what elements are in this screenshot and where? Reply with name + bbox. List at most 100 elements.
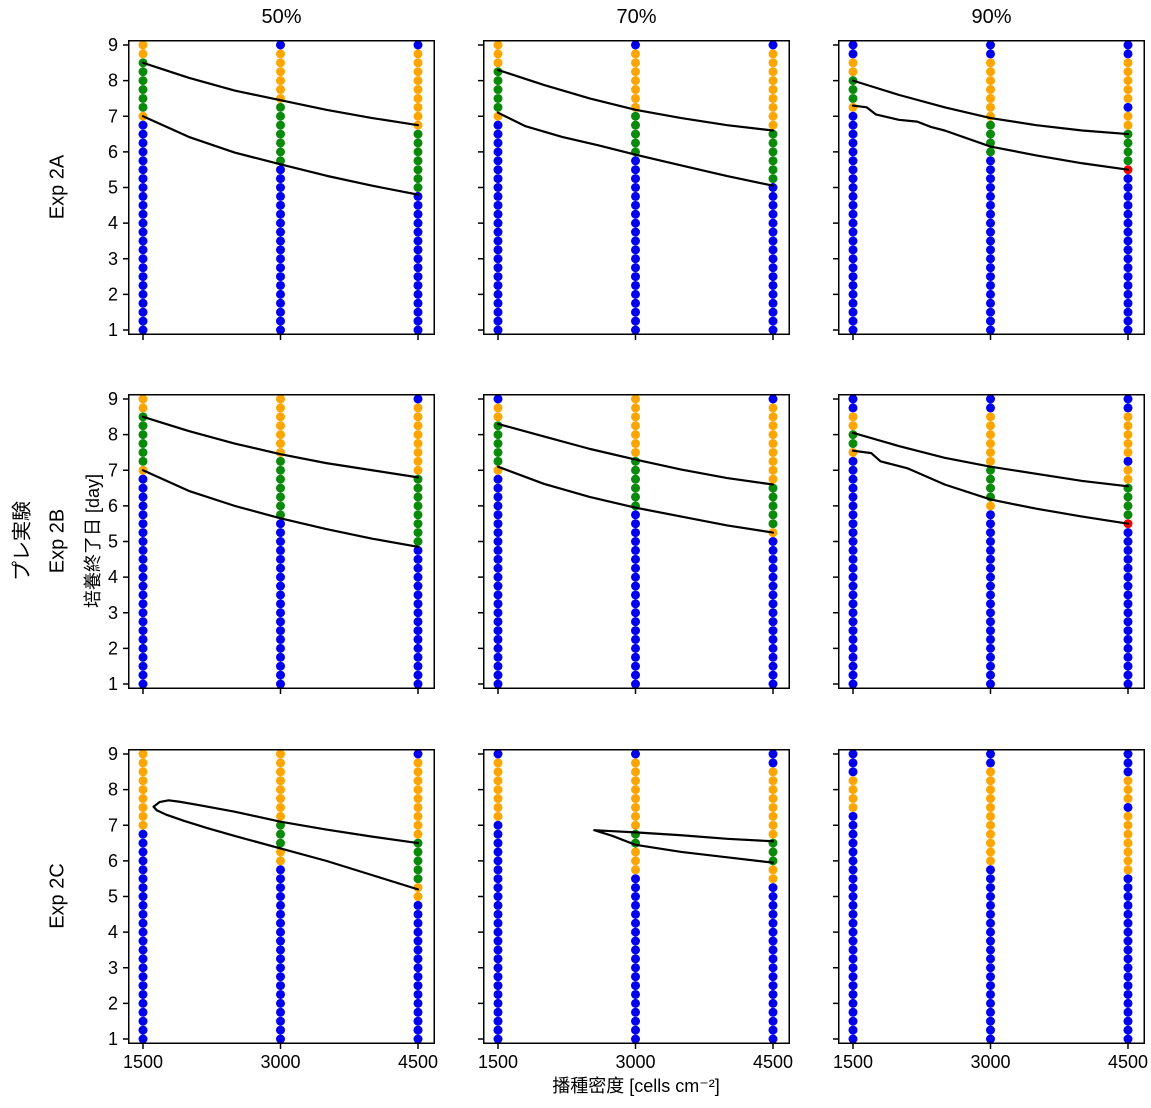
dot: [493, 67, 503, 77]
dot: [768, 1007, 778, 1017]
dot: [138, 643, 148, 653]
panel-exp2a-50pct: 1 2 3 4 5 6 7 8 9: [108, 35, 435, 340]
dot: [276, 652, 285, 662]
dot: [138, 599, 148, 609]
dot: [986, 909, 995, 919]
dot: [848, 820, 858, 830]
dot: [631, 927, 640, 937]
dot: [768, 802, 778, 812]
dot: [276, 634, 285, 644]
dot: [276, 679, 285, 689]
dot: [1123, 76, 1133, 86]
dot: [493, 156, 503, 166]
dot: [276, 954, 285, 964]
dot: [768, 85, 778, 95]
dot: [413, 403, 423, 413]
dot: [848, 847, 858, 857]
dot: [493, 989, 503, 999]
dot: [413, 510, 423, 520]
dot: [413, 900, 423, 910]
dot: [138, 1007, 148, 1017]
dot: [493, 1025, 503, 1035]
dot: [413, 599, 423, 609]
dot: [276, 794, 285, 804]
dot: [986, 1007, 995, 1017]
panel-frame: [483, 40, 790, 335]
dot: [138, 545, 148, 555]
dot-column-4500: [768, 40, 778, 335]
dot: [138, 537, 148, 546]
dot: [986, 802, 995, 812]
dot: [138, 829, 148, 839]
dot: [1123, 590, 1133, 600]
dot: [413, 892, 423, 901]
dot: [768, 147, 778, 157]
dot: [493, 909, 503, 919]
dot: [276, 280, 285, 290]
dot: [493, 945, 503, 955]
dot: [138, 316, 148, 326]
dot: [848, 120, 858, 130]
dot: [1123, 652, 1133, 662]
dot: [631, 412, 640, 422]
dot: [138, 785, 148, 795]
dot: [493, 856, 503, 866]
y-tick-label: 6: [108, 496, 118, 516]
dot: [276, 183, 285, 192]
dot: [631, 892, 640, 901]
dot: [631, 474, 640, 484]
panel-frame: [838, 749, 1145, 1044]
dot: [631, 67, 640, 77]
dot: [138, 679, 148, 689]
dot: [276, 325, 285, 335]
dot: [768, 883, 778, 893]
dot: [276, 811, 285, 821]
dot: [986, 528, 995, 538]
dot: [631, 325, 640, 335]
dot: [768, 909, 778, 919]
dot: [413, 421, 423, 431]
dot: [413, 563, 423, 573]
dot: [413, 554, 423, 564]
dot: [848, 758, 858, 768]
dot: [1123, 403, 1133, 413]
dot: [138, 1016, 148, 1026]
dot: [138, 307, 148, 317]
dot: [768, 456, 778, 466]
dot: [1123, 254, 1133, 264]
dot: [138, 519, 148, 529]
dot: [413, 102, 423, 112]
dot: [848, 554, 858, 564]
dot: [986, 998, 995, 1008]
dot: [413, 439, 423, 449]
dot: [986, 918, 995, 928]
dot: [631, 49, 640, 59]
dot: [768, 492, 778, 502]
dot: [413, 209, 423, 219]
dot: [276, 626, 285, 636]
dot: [1123, 918, 1133, 928]
dot: [138, 794, 148, 804]
dot-column-3000: [631, 40, 640, 335]
dot: [138, 200, 148, 210]
dot: [768, 200, 778, 210]
dot: [986, 474, 995, 484]
dot: [768, 430, 778, 440]
dot: [493, 679, 503, 689]
dot: [848, 590, 858, 600]
dot: [493, 510, 503, 520]
dot: [1123, 510, 1133, 520]
dot: [138, 998, 148, 1008]
dot: [986, 430, 995, 440]
dot: [848, 661, 858, 671]
y-tick-label: 4: [108, 213, 118, 233]
dot: [493, 608, 503, 618]
dot: [986, 554, 995, 564]
dot: [631, 492, 640, 502]
dot: [631, 174, 640, 184]
y-tick-label: 8: [108, 71, 118, 91]
dot: [768, 545, 778, 555]
dot: [768, 403, 778, 413]
dot: [1123, 749, 1133, 759]
dot: [768, 447, 778, 457]
